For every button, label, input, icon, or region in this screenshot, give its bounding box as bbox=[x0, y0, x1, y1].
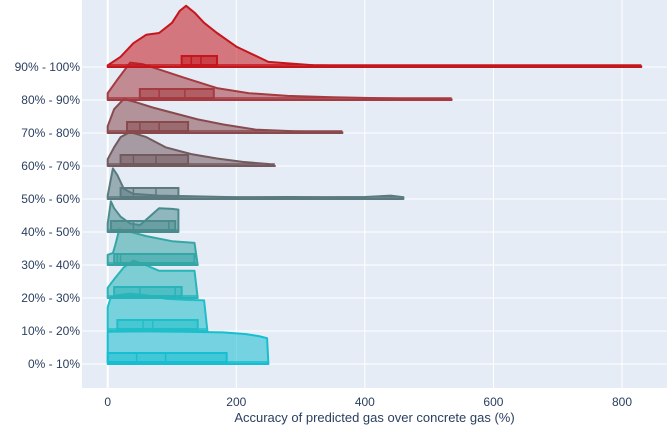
violin-box bbox=[126, 121, 190, 132]
x-axis-title: Accuracy of predicted gas over concrete … bbox=[234, 410, 514, 425]
violin-box bbox=[138, 88, 215, 99]
violin-box bbox=[119, 154, 190, 165]
y-tick-label: 40% - 50% bbox=[21, 225, 80, 239]
violin-box bbox=[119, 187, 180, 198]
x-tick-label: 600 bbox=[483, 395, 503, 409]
x-tick-label: 800 bbox=[612, 395, 632, 409]
x-tick-label: 200 bbox=[226, 395, 246, 409]
violin-box bbox=[116, 319, 199, 330]
violin-box bbox=[106, 352, 228, 363]
x-tick-label: 0 bbox=[104, 395, 111, 409]
y-tick-labels: 0% - 10% 10% - 20% 20% - 30% 30% - 40% 40% -… bbox=[15, 60, 81, 371]
violin-group bbox=[106, 4, 643, 365]
y-tick-label: 70% - 80% bbox=[21, 126, 80, 140]
violin-box bbox=[180, 55, 218, 66]
violin-box bbox=[113, 253, 196, 264]
y-tick-label: 50% - 60% bbox=[21, 192, 80, 206]
y-tick-label: 60% - 70% bbox=[21, 159, 80, 173]
violin-box bbox=[113, 286, 183, 297]
x-tick-label: 400 bbox=[355, 395, 375, 409]
y-tick-label: 80% - 90% bbox=[21, 93, 80, 107]
y-tick-label: 90% - 100% bbox=[15, 60, 81, 74]
x-tick-labels: 0 200 400 600 800 bbox=[104, 395, 632, 409]
y-tick-label: 20% - 30% bbox=[21, 291, 80, 305]
y-tick-label: 0% - 10% bbox=[28, 357, 80, 371]
y-tick-label: 10% - 20% bbox=[21, 324, 80, 338]
violin-box bbox=[109, 220, 177, 231]
y-tick-label: 30% - 40% bbox=[21, 258, 80, 272]
violin-shape bbox=[106, 4, 643, 68]
